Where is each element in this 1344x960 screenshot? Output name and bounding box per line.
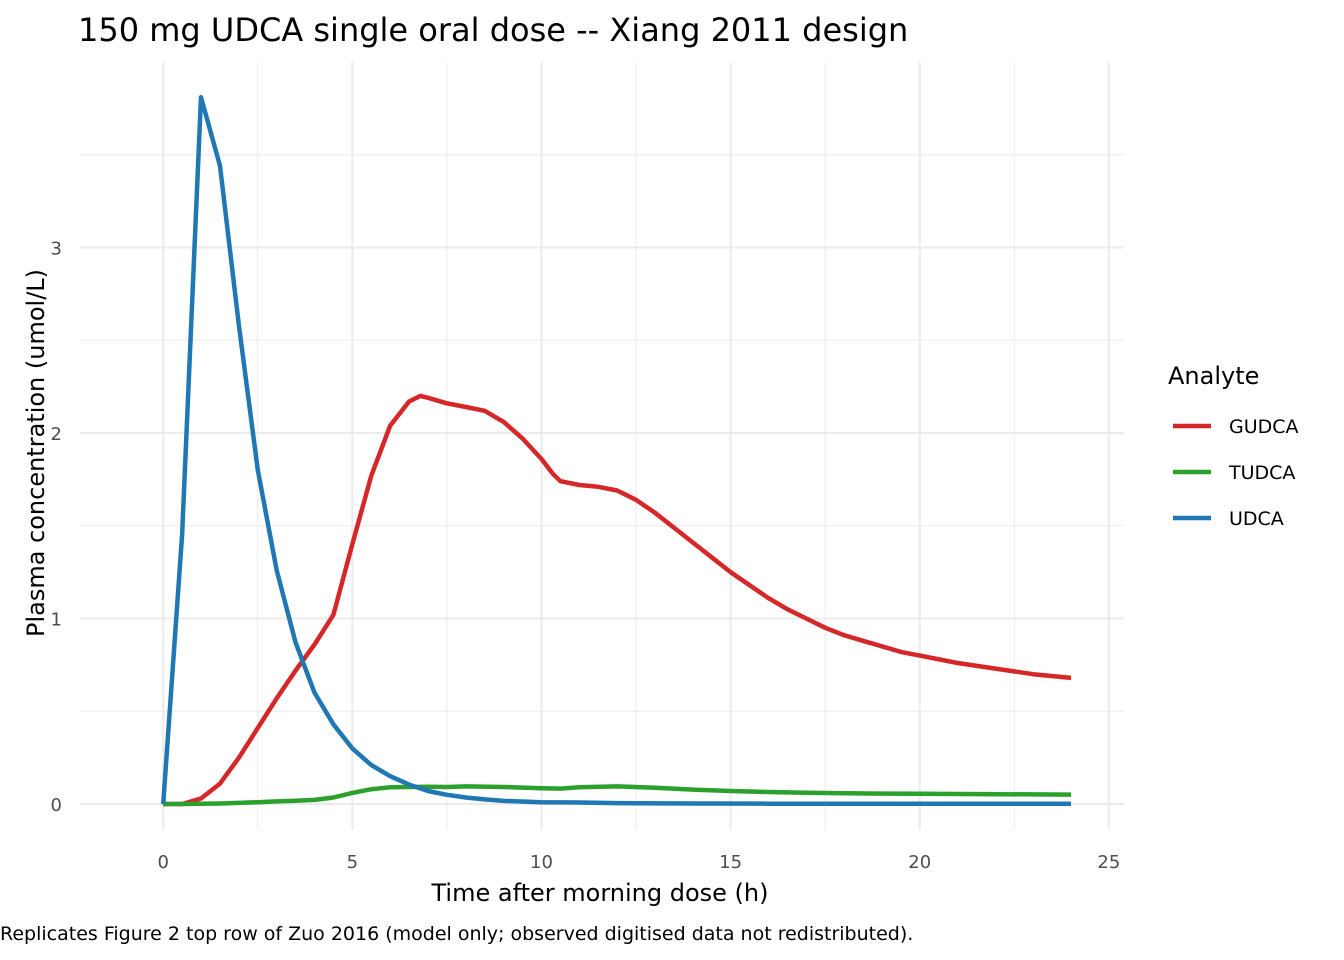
legend-item-udca: UDCA bbox=[1173, 508, 1284, 530]
series-line-tudca bbox=[163, 784, 1072, 807]
x-axis-ticks: 0 5 10 15 20 25 bbox=[157, 852, 1120, 873]
y-tick-label: 2 bbox=[51, 424, 62, 445]
legend: GUDCA TUDCA UDCA bbox=[1173, 416, 1299, 530]
y-tick-label: 0 bbox=[51, 795, 62, 816]
x-tick-label: 10 bbox=[530, 852, 553, 873]
plot-grid bbox=[80, 62, 1124, 830]
legend-title: Analyte bbox=[1168, 362, 1259, 390]
legend-label: GUDCA bbox=[1229, 416, 1299, 438]
series-layer bbox=[160, 94, 1072, 807]
y-axis-ticks: 0 1 2 3 bbox=[51, 239, 62, 817]
legend-item-gudca: GUDCA bbox=[1173, 416, 1299, 438]
legend-label: UDCA bbox=[1229, 508, 1284, 530]
x-axis-title: Time after morning dose (h) bbox=[431, 879, 769, 907]
y-axis-title: Plasma concentration (umol/L) bbox=[22, 269, 50, 637]
series-line-udca bbox=[160, 94, 1071, 807]
legend-item-tudca: TUDCA bbox=[1173, 462, 1295, 484]
x-tick-label: 5 bbox=[347, 852, 358, 873]
x-tick-label: 25 bbox=[1097, 852, 1120, 873]
x-tick-label: 20 bbox=[908, 852, 931, 873]
x-tick-label: 0 bbox=[157, 852, 168, 873]
chart-caption: Replicates Figure 2 top row of Zuo 2016 … bbox=[0, 923, 913, 945]
x-tick-label: 15 bbox=[719, 852, 742, 873]
y-tick-label: 3 bbox=[51, 239, 62, 260]
y-tick-label: 1 bbox=[51, 610, 62, 631]
chart-title: 150 mg UDCA single oral dose -- Xiang 20… bbox=[78, 11, 908, 49]
legend-label: TUDCA bbox=[1228, 462, 1295, 484]
series-line-gudca bbox=[163, 393, 1072, 807]
